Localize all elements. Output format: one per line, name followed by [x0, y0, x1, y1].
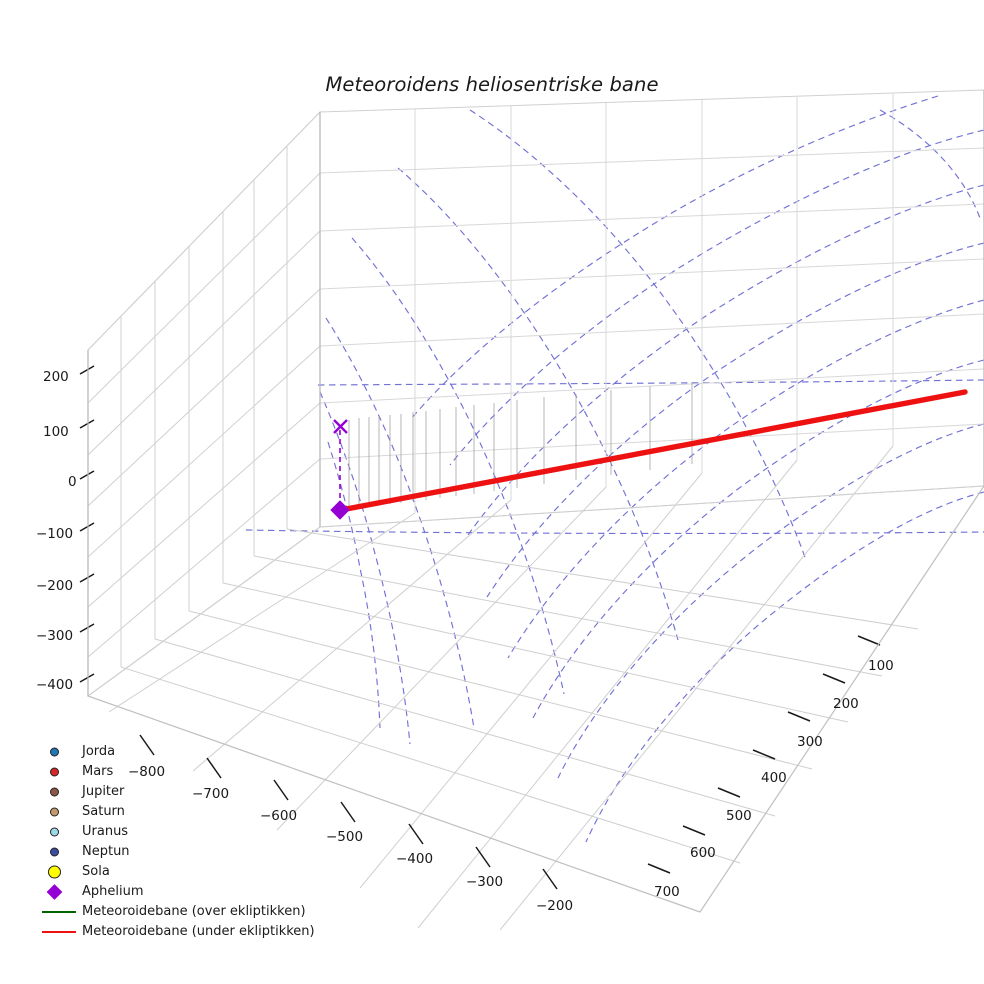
z-axis-tick-label: −200	[36, 578, 74, 594]
legend-item-label: Jorda	[82, 744, 116, 759]
legend-swatch	[50, 807, 59, 817]
x-axis-tick-label: −500	[326, 829, 364, 845]
x-axis-tick-label: −200	[536, 898, 574, 914]
legend-item-label: Jupiter	[82, 784, 125, 799]
legend-item[interactable]: Jupiter	[40, 782, 320, 802]
legend-item[interactable]: Aphelium	[40, 882, 320, 902]
legend-key-dot-icon	[40, 802, 82, 822]
legend-key-diamond-icon	[40, 882, 82, 902]
legend-item-label: Meteoroidebane (over ekliptikken)	[82, 904, 306, 919]
left-pane-grid	[87, 110, 321, 697]
y-axis-tick-label: 700	[654, 884, 680, 900]
y-axis-tick-label: 600	[690, 845, 716, 861]
legend-key-dot-icon	[40, 762, 82, 782]
z-axis-tick-label: 100	[43, 424, 69, 440]
planet-orbit-curves	[245, 95, 984, 843]
legend-swatch	[50, 787, 59, 797]
legend-key-sun-icon	[40, 862, 82, 882]
legend-key-dot-icon	[40, 822, 82, 842]
legend-item-label: Aphelium	[82, 884, 144, 899]
y-axis-tick-label: 200	[833, 696, 859, 712]
back-pane-grid	[319, 89, 984, 528]
x-axis-tick-label: −300	[466, 874, 504, 890]
axis-spines	[87, 350, 984, 913]
legend-swatch	[50, 847, 59, 857]
z-axis-tick-label: −300	[36, 628, 74, 644]
legend-swatch	[42, 931, 76, 933]
legend-item[interactable]: Saturn	[40, 802, 320, 822]
y-axis-ticks	[647, 635, 881, 874]
z-axis-ticks	[79, 365, 95, 683]
x-axis-tick-label: −400	[396, 851, 434, 867]
trajectory-stems	[348, 382, 693, 508]
y-axis-tick-label: 300	[797, 734, 823, 750]
aphelion-projection-x-marker	[333, 419, 348, 434]
legend-item[interactable]: Jorda	[40, 742, 320, 762]
aphelion-marker[interactable]	[330, 500, 350, 520]
legend-item[interactable]: Mars	[40, 762, 320, 782]
x-axis-tick-label: −800	[128, 764, 166, 780]
legend-key-line-icon	[40, 902, 82, 922]
x-axis-ticks	[139, 734, 558, 890]
legend-item[interactable]: Neptun	[40, 842, 320, 862]
legend-swatch	[48, 865, 61, 879]
legend-item[interactable]: Uranus	[40, 822, 320, 842]
y-axis-tick-label: 400	[761, 770, 787, 786]
z-axis-tick-label: −100	[36, 526, 74, 542]
legend-item-label: Saturn	[82, 804, 125, 819]
y-axis-tick-label: 100	[868, 658, 894, 674]
legend-key-dot-icon	[40, 742, 82, 762]
legend-swatch	[46, 884, 63, 900]
legend-swatch	[50, 747, 59, 757]
legend-item-label: Uranus	[82, 824, 129, 839]
x-axis-tick-label: −700	[192, 786, 230, 802]
legend-swatch	[50, 827, 59, 837]
legend-item[interactable]: Meteoroidebane (under ekliptikken)	[40, 922, 320, 942]
legend-item-label: Neptun	[82, 844, 130, 859]
z-axis-tick-label: 200	[43, 369, 69, 385]
legend-swatch	[50, 767, 59, 777]
z-axis-tick-label: −400	[36, 677, 74, 693]
legend-key-line-icon	[40, 922, 82, 942]
legend-item-label: Mars	[82, 764, 114, 779]
legend-item[interactable]: Meteoroidebane (over ekliptikken)	[40, 902, 320, 922]
x-axis-tick-label: −600	[260, 808, 298, 824]
meteoroid-orbit-under-ecliptic	[338, 389, 968, 513]
legend-swatch	[42, 911, 76, 913]
legend-item-label: Meteoroidebane (under ekliptikken)	[82, 924, 315, 939]
y-axis-tick-label: 500	[726, 808, 752, 824]
legend-item-label: Sola	[82, 864, 110, 879]
legend-item[interactable]: Sola	[40, 862, 320, 882]
z-axis-tick-label: 0	[68, 474, 77, 490]
legend-key-dot-icon	[40, 782, 82, 802]
page-title: Meteoroidens heliosentriske bane	[325, 73, 659, 96]
legend[interactable]: Jorda Mars Jupiter Saturn Uranus Neptun Sola Ap…	[40, 742, 320, 942]
legend-key-dot-icon	[40, 842, 82, 862]
